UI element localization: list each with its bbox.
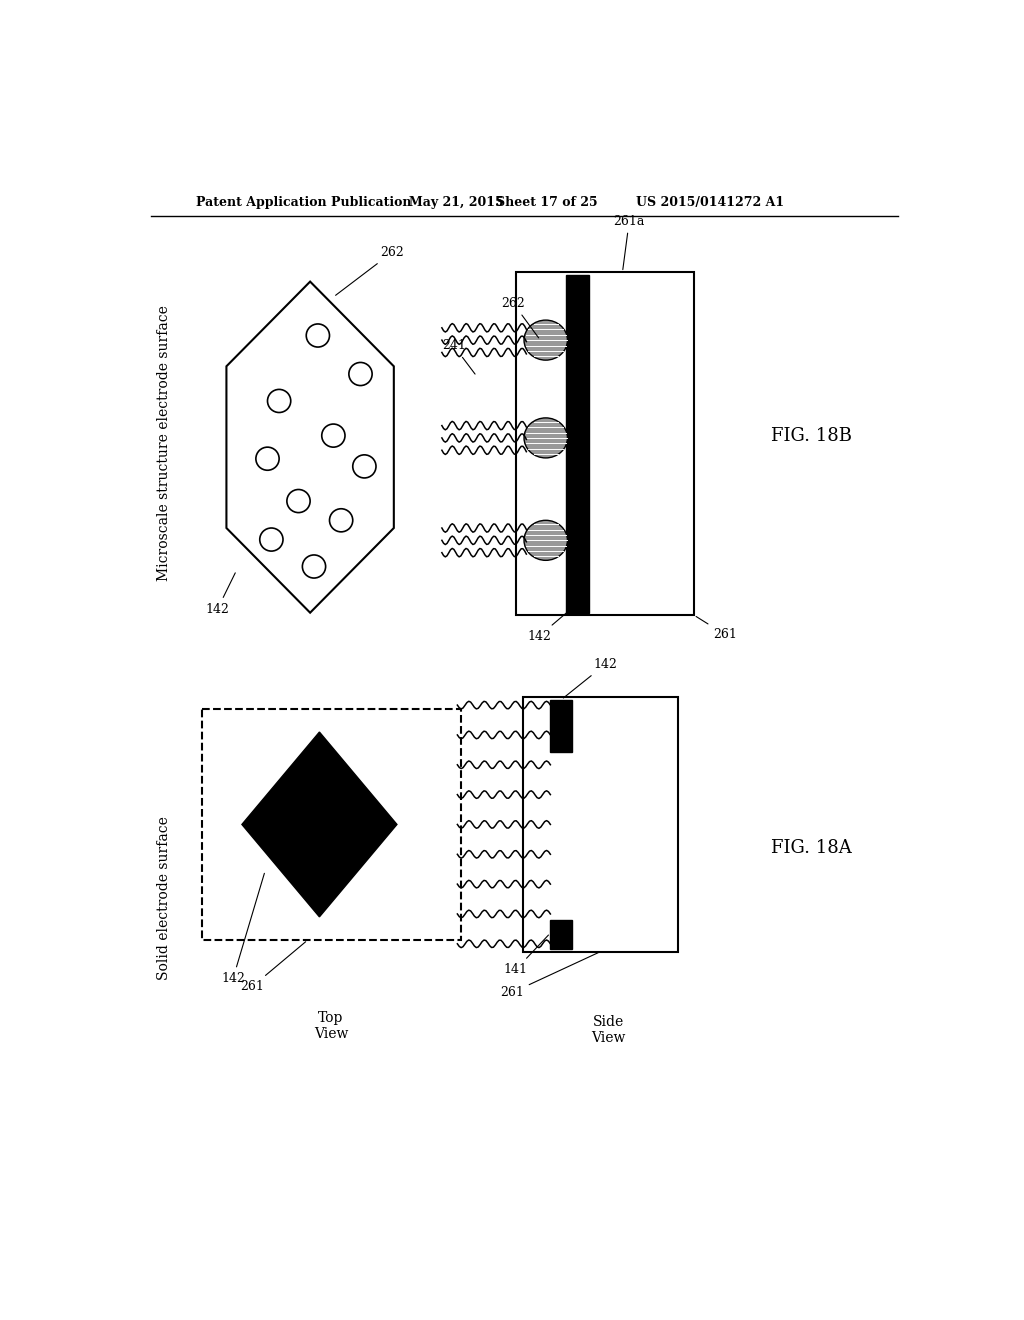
Text: Solid electrode surface: Solid electrode surface xyxy=(158,816,171,979)
Text: Top
View: Top View xyxy=(314,1011,348,1041)
Bar xyxy=(202,709,461,940)
Bar xyxy=(566,275,589,612)
Text: 262: 262 xyxy=(336,247,403,296)
Bar xyxy=(515,272,693,615)
Text: 142: 142 xyxy=(563,659,616,698)
Polygon shape xyxy=(242,733,397,917)
Text: Microscale structure electrode surface: Microscale structure electrode surface xyxy=(158,305,171,581)
Text: Side
View: Side View xyxy=(591,1015,626,1045)
Bar xyxy=(523,697,678,952)
Text: FIG. 18B: FIG. 18B xyxy=(771,426,852,445)
Text: Patent Application Publication: Patent Application Publication xyxy=(197,195,412,209)
Text: 142: 142 xyxy=(221,874,264,985)
Text: 141: 141 xyxy=(504,935,549,975)
Text: 142: 142 xyxy=(206,573,236,615)
Text: Sheet 17 of 25: Sheet 17 of 25 xyxy=(496,195,598,209)
Text: May 21, 2015: May 21, 2015 xyxy=(410,195,504,209)
Text: 261: 261 xyxy=(241,941,306,993)
Bar xyxy=(550,920,572,949)
Text: 261: 261 xyxy=(696,616,737,642)
Ellipse shape xyxy=(524,418,567,458)
Text: 261: 261 xyxy=(500,953,598,999)
Ellipse shape xyxy=(524,321,567,360)
Text: US 2015/0141272 A1: US 2015/0141272 A1 xyxy=(636,195,783,209)
Text: 241: 241 xyxy=(442,339,475,374)
Text: 262: 262 xyxy=(502,297,539,338)
Bar xyxy=(550,700,572,752)
Text: FIG. 18A: FIG. 18A xyxy=(771,838,852,857)
Ellipse shape xyxy=(524,520,567,560)
Text: 261a: 261a xyxy=(613,215,645,269)
Text: 142: 142 xyxy=(527,606,575,643)
